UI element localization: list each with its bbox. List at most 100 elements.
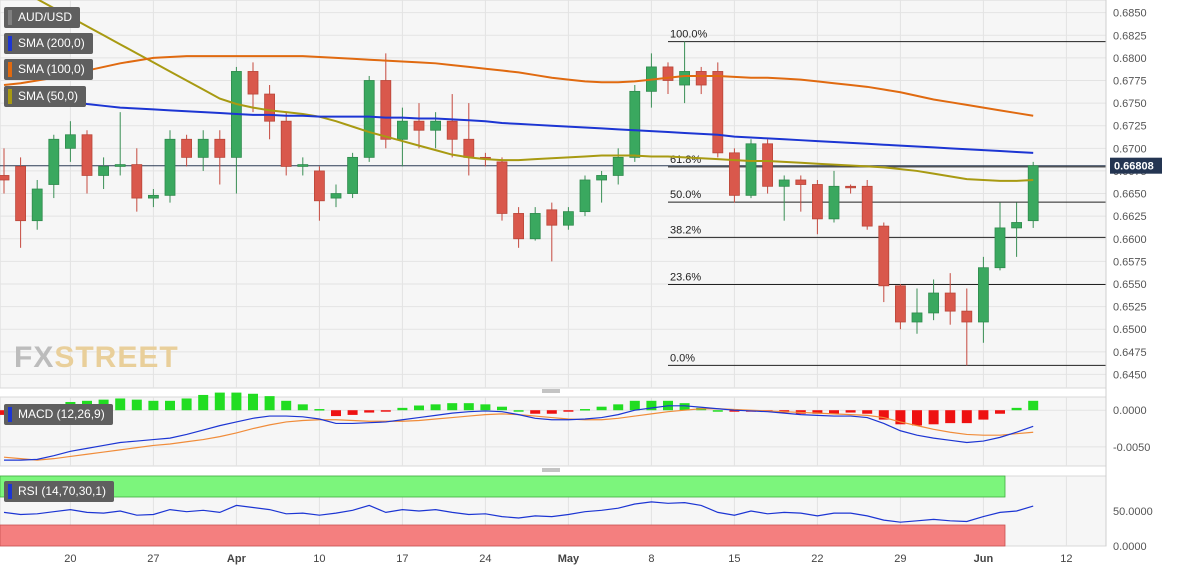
macd-histogram-bar: [928, 410, 939, 425]
sma200-legend-text: SMA (200,0): [18, 36, 85, 50]
candle-body: [978, 267, 989, 323]
candle-body: [795, 179, 807, 185]
macd-histogram-bar: [314, 409, 325, 411]
candle-body: [313, 170, 325, 202]
candle-body: [895, 285, 906, 323]
candle-body: [496, 161, 508, 214]
macd-y-tick-label: -0.0050: [1113, 442, 1150, 454]
candle-body: [98, 166, 109, 176]
candle-body: [546, 209, 558, 226]
macd-histogram-bar: [629, 400, 640, 411]
macd-histogram-bar: [131, 399, 142, 411]
candle-body: [861, 185, 873, 227]
fib-level-label: 61.8%: [670, 154, 701, 166]
macd-histogram-bar: [829, 410, 839, 414]
candle-body: [280, 120, 292, 167]
y-tick-label: 0.6700: [1113, 143, 1147, 155]
macd-histogram-bar: [165, 400, 175, 411]
candle-body: [579, 179, 591, 213]
candle-body: [563, 211, 574, 226]
candle-body: [745, 143, 757, 196]
candle-body: [31, 188, 43, 222]
macd-histogram-bar: [845, 410, 856, 413]
macd-histogram-bar: [646, 400, 657, 411]
macd-histogram-bar: [563, 410, 574, 412]
macd-histogram-bar: [347, 410, 358, 415]
symbol-text: AUD/USD: [18, 10, 73, 24]
candle-body: [430, 120, 442, 131]
x-tick-label: 20: [64, 553, 76, 565]
x-tick-label: 17: [396, 553, 408, 565]
candle-body: [214, 138, 226, 158]
macd-histogram-bar: [912, 410, 922, 426]
last-price-value: 0.66808: [1114, 161, 1154, 173]
candle-body: [114, 164, 126, 167]
candle-body: [197, 138, 209, 158]
macd-histogram-bar: [596, 406, 607, 411]
macd-histogram-bar: [613, 404, 624, 411]
candle-body: [961, 310, 973, 323]
candle-body: [994, 227, 1006, 269]
macd-histogram-bar: [497, 406, 507, 411]
macd-histogram-bar: [812, 410, 823, 414]
y-tick-label: 0.6525: [1113, 302, 1147, 314]
macd-histogram-bar: [380, 410, 391, 412]
macd-histogram-bar: [397, 407, 408, 411]
macd-histogram-bar: [878, 410, 889, 420]
x-tick-label: 24: [479, 553, 491, 565]
sma50-swatch: [8, 89, 12, 104]
rsi-swatch: [8, 484, 12, 499]
x-tick-label: 22: [811, 553, 823, 565]
y-tick-label: 0.6625: [1113, 211, 1147, 223]
candle-body: [396, 120, 408, 140]
candle-body: [513, 213, 524, 240]
x-tick-label: May: [558, 553, 580, 565]
macd-histogram-bar: [580, 409, 590, 411]
x-tick-label: 12: [1060, 553, 1072, 565]
candle-body: [911, 312, 923, 323]
sma100-swatch: [8, 62, 12, 77]
macd-histogram-bar: [414, 405, 424, 411]
macd-histogram-bar: [530, 410, 541, 414]
x-tick-label: 27: [147, 553, 159, 565]
macd-histogram-bar: [447, 403, 458, 411]
sma50-legend: SMA (50,0): [4, 86, 87, 107]
candle-body: [662, 66, 674, 81]
macd-histogram-bar: [480, 404, 491, 411]
macd-histogram-bar: [1011, 407, 1022, 411]
macd-histogram-bar: [961, 410, 972, 424]
fib-level-label: 38.2%: [670, 224, 701, 236]
candle-body: [48, 138, 60, 185]
candle-body: [712, 71, 724, 154]
rsi-legend-text: RSI (14,70,30,1): [18, 484, 107, 498]
fib-level-label: 23.6%: [670, 271, 701, 283]
candle-body: [413, 120, 425, 131]
sma50-legend-text: SMA (50,0): [18, 89, 79, 103]
macd-histogram-bar: [181, 398, 192, 411]
macd-histogram-bar: [463, 403, 474, 411]
candle-body: [629, 90, 641, 158]
sma100-legend-text: SMA (100,0): [18, 62, 85, 76]
macd-histogram-bar: [430, 404, 441, 411]
y-tick-label: 0.6600: [1113, 234, 1147, 246]
macd-legend: MACD (12,26,9): [4, 404, 113, 425]
candle-body: [878, 225, 890, 287]
x-tick-label: 10: [313, 553, 325, 565]
sma200-line: [3, 88, 1034, 154]
candle-body: [330, 193, 342, 199]
fxstreet-logo: FXSTREET: [14, 341, 179, 374]
candle-body: [380, 80, 392, 140]
macd-histogram-bar: [198, 394, 209, 411]
candle-body: [695, 71, 707, 86]
macd-histogram-bar: [1028, 400, 1039, 411]
fib-level-label: 50.0%: [670, 189, 701, 201]
macd-histogram-bar: [148, 400, 159, 411]
candle-body: [596, 175, 607, 181]
last-price-box: [1110, 157, 1162, 174]
macd-histogram-bar: [978, 410, 989, 420]
candle-body: [147, 194, 159, 199]
fib-level-label: 100.0%: [670, 29, 708, 41]
candle-body: [944, 292, 956, 312]
candle-body: [181, 138, 193, 158]
